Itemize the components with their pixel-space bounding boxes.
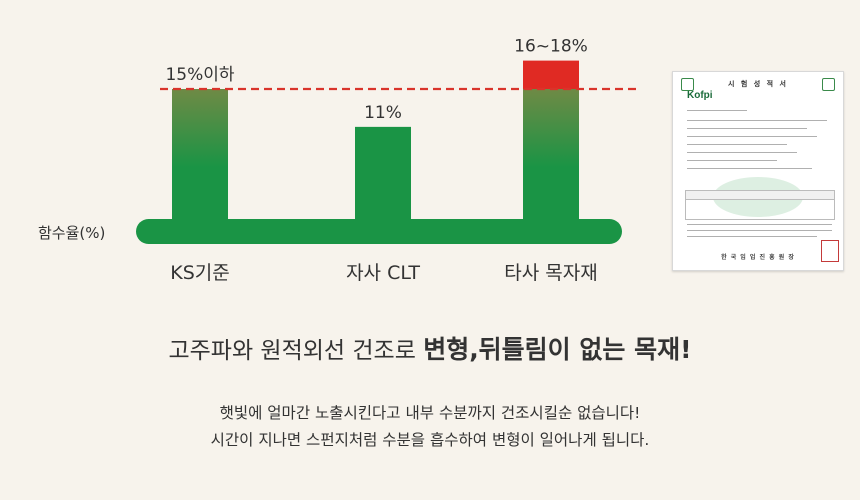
bar-0	[172, 89, 228, 231]
category-label-2: 타사 목자재	[504, 262, 597, 284]
y-axis-label: 함수율(%)	[38, 224, 105, 242]
data-label-2: 16~18%	[514, 37, 588, 57]
tree-icon-left	[681, 78, 694, 91]
moisture-chart: 함수율(%) 15%이하 11% 16~18% KS기준 자사 CLT 타사 목자재	[38, 37, 640, 284]
headline-normal: 고주파와 원적외선 건조로	[168, 338, 424, 364]
bar-over-limit-segment	[523, 60, 579, 89]
test-certificate-image: 시 험 성 적 서 Kofpi 한 국 임 업 진 흥 원 장	[672, 71, 844, 271]
chart-baseline	[136, 219, 622, 244]
bar-2	[523, 89, 579, 231]
category-label-1: 자사 CLT	[346, 262, 420, 284]
headline: 고주파와 원적외선 건조로 변형,뒤틀림이 없는 목재!	[0, 330, 860, 366]
headline-emphasis: 변형,뒤틀림이 없는 목재!	[423, 335, 692, 364]
certificate-results-table	[685, 190, 835, 220]
description-line-1: 햇빛에 얼마간 노출시킨다고 내부 수분까지 건조시킬순 없습니다!	[219, 404, 641, 422]
certificate-seal	[821, 240, 839, 262]
data-label-0: 15%이하	[165, 65, 234, 85]
category-label-0: KS기준	[170, 262, 229, 284]
certificate-title: 시 험 성 적 서	[728, 80, 788, 88]
data-label-1: 11%	[364, 103, 402, 123]
kofpi-logo: Kofpi	[687, 90, 713, 101]
certificate-issuer: 한 국 임 업 진 흥 원 장	[721, 254, 795, 261]
description-line-2: 시간이 지나면 스펀지처럼 수분을 흡수하여 변형이 일어나게 됩니다.	[210, 431, 650, 449]
tree-icon-right	[822, 78, 835, 91]
bar-1	[355, 126, 411, 231]
